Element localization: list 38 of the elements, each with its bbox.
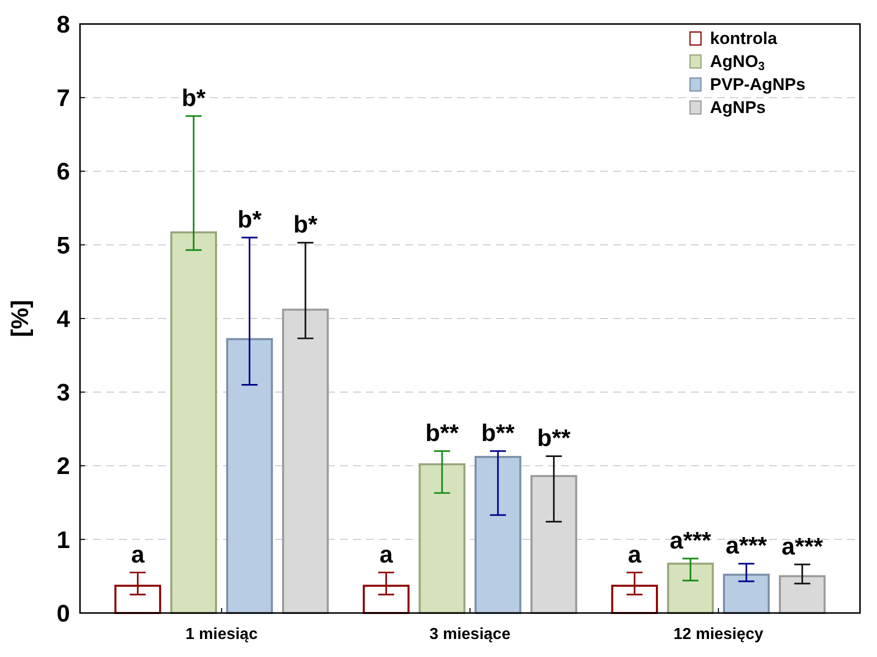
annotation: a: [628, 542, 642, 569]
legend-label: AgNO$_{3}$: [710, 52, 766, 73]
annotation: b*: [238, 206, 262, 234]
annotation: b**: [537, 425, 572, 452]
legend-label: AgNPs: [710, 98, 766, 117]
x-tick-label: 12 miesięcy: [673, 626, 764, 643]
bar: [667, 562, 714, 614]
bar: [282, 308, 329, 614]
annotation: a: [131, 542, 146, 569]
annotation: b**: [425, 420, 460, 448]
y-tick-label: 0: [56, 600, 70, 628]
bar: [226, 338, 273, 614]
x-tick-label: 3 miesiące: [430, 626, 511, 643]
y-tick-label: 6: [56, 158, 70, 186]
annotation: a***: [670, 528, 712, 555]
y-tick-label: 4: [56, 306, 71, 333]
annotation: b*: [182, 85, 206, 112]
bar: [778, 575, 826, 614]
legend-label: kontrola: [710, 29, 778, 48]
bar: [722, 574, 770, 614]
y-tick-label: 7: [56, 85, 70, 112]
y-tick-label: 1: [56, 526, 70, 554]
annotation: a***: [726, 532, 768, 560]
y-tick-label: 8: [56, 11, 70, 38]
y-tick-label: 2: [56, 453, 70, 480]
y-tick-label: 3: [56, 380, 70, 407]
bar: [530, 475, 578, 614]
y-tick-label: 5: [56, 232, 70, 260]
annotation: a***: [782, 533, 824, 560]
bar: [170, 231, 218, 614]
annotation: a: [379, 542, 394, 569]
bar: [418, 463, 466, 614]
y-axis-title: [%]: [7, 300, 34, 338]
legend-label: PVP-AgNPs: [710, 75, 806, 94]
x-tick-label: 1 miesiąc: [186, 626, 258, 643]
annotation: b*: [293, 212, 318, 239]
annotation: b**: [481, 420, 516, 448]
bar: [474, 456, 522, 614]
